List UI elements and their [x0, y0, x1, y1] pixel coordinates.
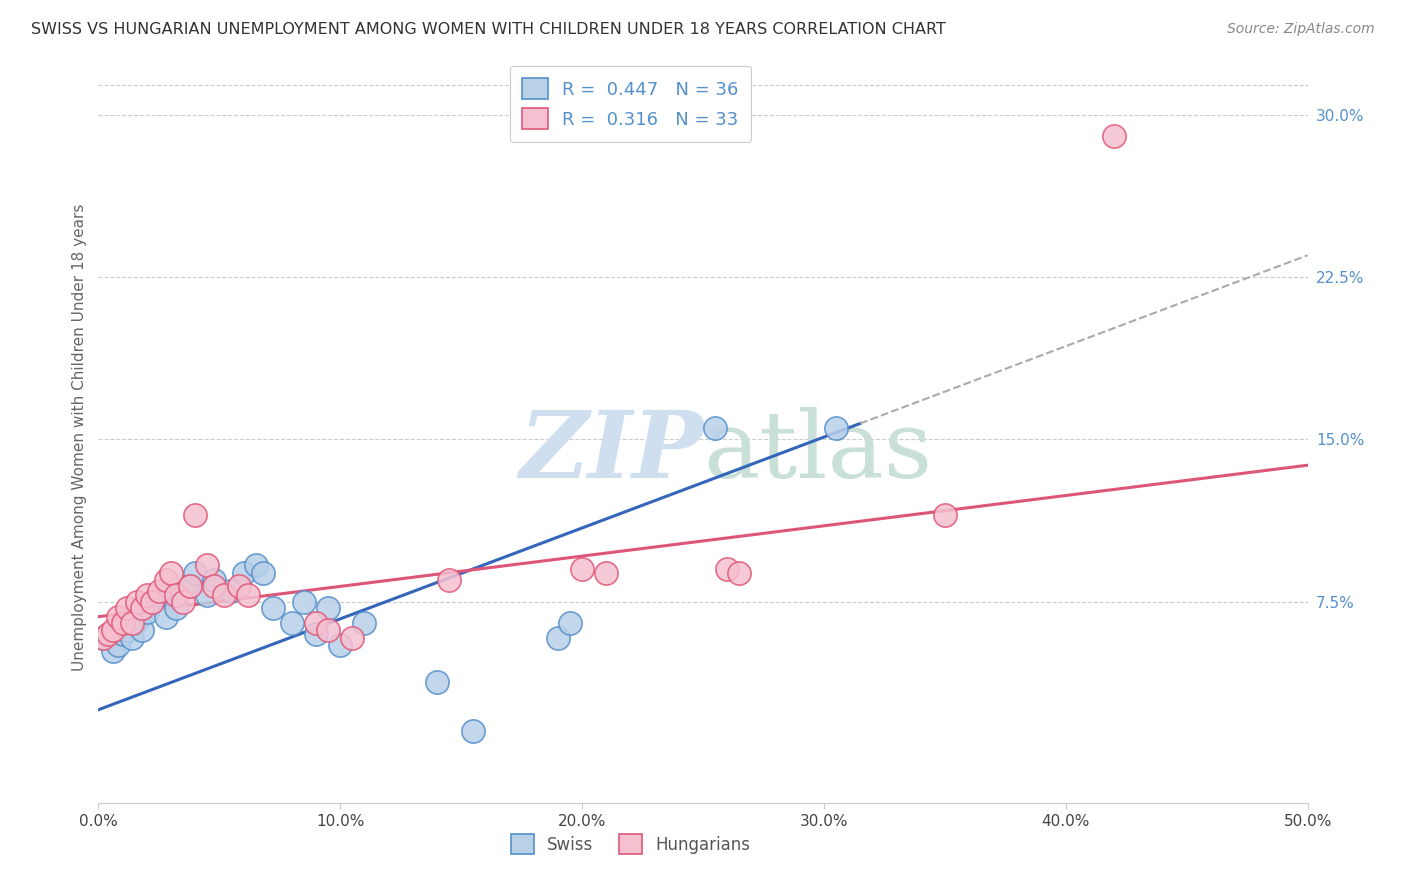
- Point: [292, 594, 315, 608]
- Point: [716, 562, 738, 576]
- Text: ZIP: ZIP: [519, 407, 703, 497]
- Point: [262, 601, 284, 615]
- Point: [184, 508, 207, 522]
- Point: [316, 623, 339, 637]
- Point: [131, 623, 153, 637]
- Point: [305, 627, 328, 641]
- Point: [101, 644, 124, 658]
- Point: [135, 606, 157, 620]
- Point: [195, 558, 218, 572]
- Text: atlas: atlas: [703, 407, 932, 497]
- Point: [329, 638, 352, 652]
- Point: [195, 588, 218, 602]
- Point: [127, 594, 149, 608]
- Point: [121, 616, 143, 631]
- Point: [128, 609, 150, 624]
- Point: [204, 573, 226, 587]
- Point: [728, 566, 751, 581]
- Point: [101, 623, 124, 637]
- Point: [111, 627, 134, 641]
- Point: [547, 632, 569, 646]
- Point: [107, 609, 129, 624]
- Point: [212, 588, 235, 602]
- Point: [148, 588, 170, 602]
- Point: [437, 573, 460, 587]
- Point: [91, 632, 114, 646]
- Point: [463, 724, 485, 739]
- Point: [121, 632, 143, 646]
- Point: [97, 627, 120, 641]
- Point: [281, 616, 304, 631]
- Point: [135, 588, 157, 602]
- Point: [141, 594, 163, 608]
- Point: [353, 616, 375, 631]
- Point: [165, 601, 187, 615]
- Point: [91, 632, 114, 646]
- Point: [204, 579, 226, 593]
- Point: [342, 632, 364, 646]
- Point: [160, 583, 183, 598]
- Point: [107, 638, 129, 652]
- Point: [232, 566, 254, 581]
- Point: [141, 594, 163, 608]
- Y-axis label: Unemployment Among Women with Children Under 18 years: Unemployment Among Women with Children U…: [72, 203, 87, 671]
- Legend: Swiss, Hungarians: Swiss, Hungarians: [503, 828, 756, 860]
- Point: [934, 508, 956, 522]
- Point: [148, 583, 170, 598]
- Point: [160, 566, 183, 581]
- Point: [825, 421, 848, 435]
- Point: [184, 566, 207, 581]
- Point: [155, 573, 177, 587]
- Point: [172, 594, 194, 608]
- Point: [131, 601, 153, 615]
- Point: [252, 566, 274, 581]
- Point: [179, 579, 201, 593]
- Point: [595, 566, 617, 581]
- Point: [111, 616, 134, 631]
- Point: [221, 583, 243, 598]
- Point: [571, 562, 593, 576]
- Point: [426, 674, 449, 689]
- Point: [117, 601, 139, 615]
- Point: [179, 579, 201, 593]
- Point: [124, 616, 146, 631]
- Point: [117, 623, 139, 637]
- Point: [245, 558, 267, 572]
- Point: [155, 609, 177, 624]
- Point: [1102, 129, 1125, 144]
- Point: [704, 421, 727, 435]
- Point: [228, 579, 250, 593]
- Point: [238, 588, 260, 602]
- Text: SWISS VS HUNGARIAN UNEMPLOYMENT AMONG WOMEN WITH CHILDREN UNDER 18 YEARS CORRELA: SWISS VS HUNGARIAN UNEMPLOYMENT AMONG WO…: [31, 22, 946, 37]
- Point: [316, 601, 339, 615]
- Text: Source: ZipAtlas.com: Source: ZipAtlas.com: [1227, 22, 1375, 37]
- Point: [165, 588, 187, 602]
- Point: [305, 616, 328, 631]
- Point: [558, 616, 581, 631]
